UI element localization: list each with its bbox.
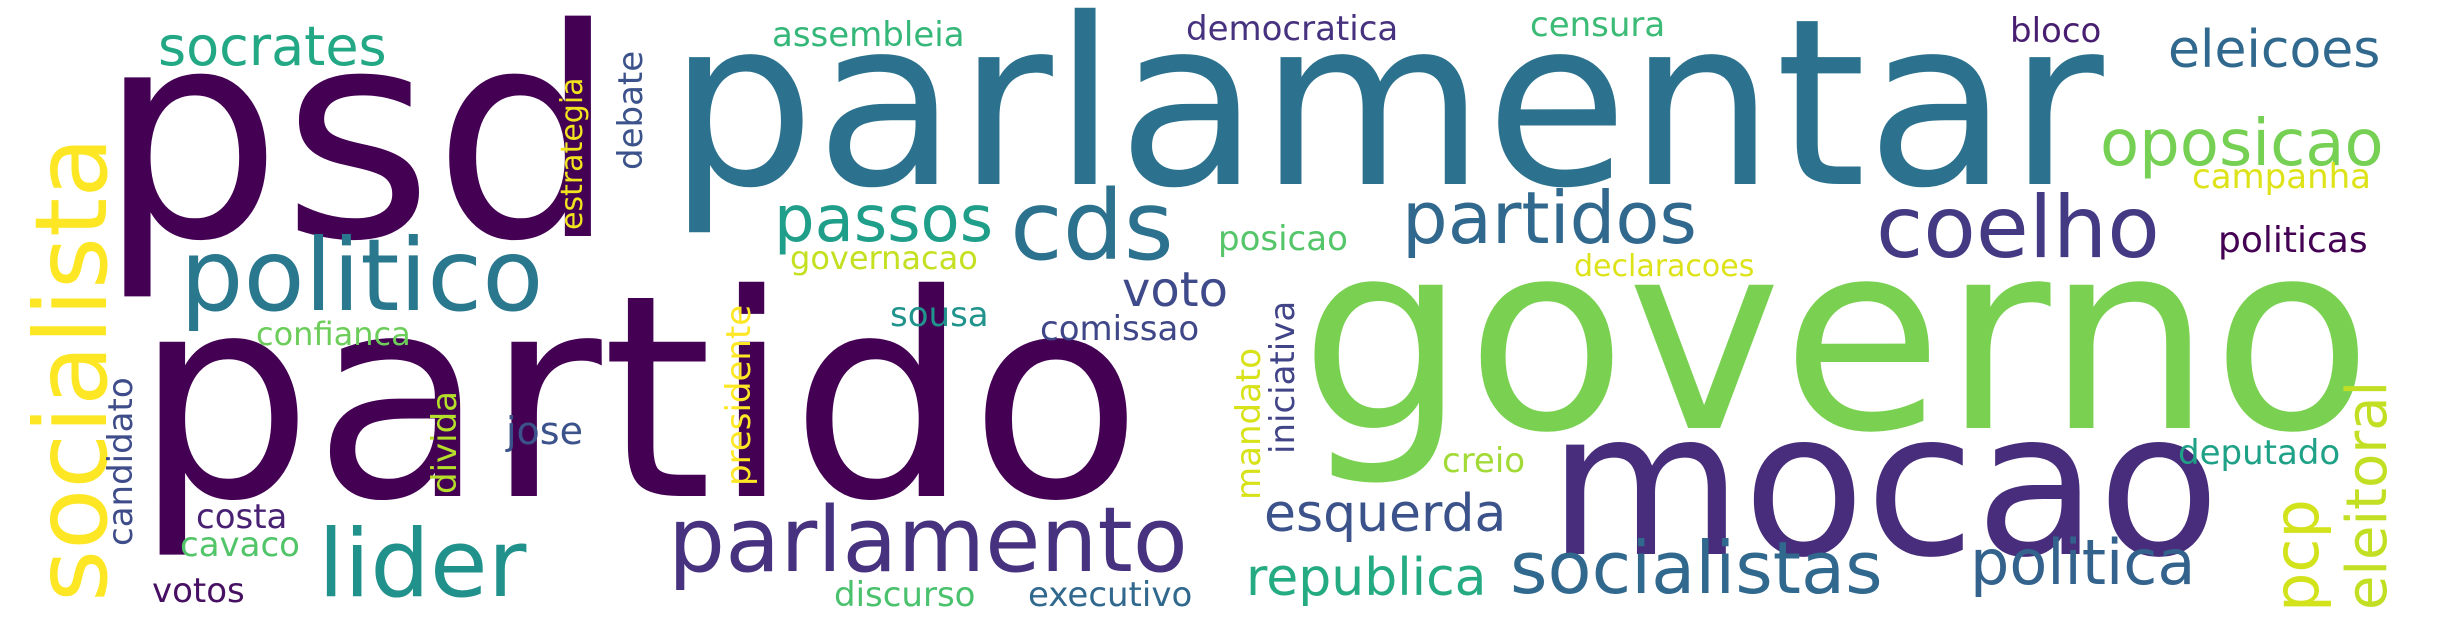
word-jose: jose — [506, 409, 583, 453]
word-discurso: discurso — [834, 575, 976, 615]
word-posicao: posicao — [1218, 219, 1348, 259]
word-esquerda: esquerda — [1264, 484, 1507, 544]
word-divida: divida — [425, 390, 465, 494]
word-costa: costa — [196, 497, 288, 537]
word-socialistas: socialistas — [1510, 526, 1883, 610]
word-lider: lider — [318, 510, 527, 619]
word-votos: votos — [152, 571, 245, 611]
word-creio: creio — [1442, 441, 1526, 481]
word-sousa: sousa — [890, 295, 989, 335]
word-politica: politica — [1970, 526, 2196, 599]
word-parlamento: parlamento — [668, 488, 1188, 593]
word-socrates: socrates — [158, 15, 387, 78]
word-deputado: deputado — [2178, 433, 2341, 473]
word-cds: cds — [1010, 170, 1174, 282]
word-governo: governo — [1300, 185, 2373, 490]
word-eleitoral: eleitoral — [2335, 380, 2400, 610]
word-partido: partido — [134, 234, 1143, 563]
word-debate: debate — [611, 50, 651, 170]
word-democratica: democratica — [1186, 9, 1399, 49]
word-passos: passos — [774, 183, 994, 257]
word-parlamentar: parlamentar — [668, 0, 2104, 239]
word-governacao: governacao — [790, 239, 978, 277]
word-presidente: presidente — [719, 304, 759, 486]
word-executivo: executivo — [1028, 575, 1193, 615]
word-voto: voto — [1122, 262, 1228, 318]
word-psd: psd — [98, 0, 618, 305]
word-politico: politico — [180, 217, 544, 334]
word-partidos: partidos — [1402, 176, 1697, 260]
word-assembleia: assembleia — [772, 15, 965, 55]
word-politicas: politicas — [2218, 220, 2368, 261]
word-mandato: mandato — [1229, 347, 1269, 500]
word-iniciativa: iniciativa — [1263, 300, 1303, 454]
word-comissao: comissao — [1040, 309, 1200, 349]
word-candidato: candidato — [101, 377, 141, 546]
word-declaracoes: declaracoes — [1574, 249, 1755, 284]
word-republica: republica — [1246, 548, 1487, 608]
word-censura: censura — [1530, 5, 1666, 45]
word-oposicao: oposicao — [2100, 107, 2384, 181]
word-bloco: bloco — [2010, 11, 2102, 51]
word-eleicoes: eleicoes — [2168, 20, 2381, 80]
word-estrategia: estrategia — [555, 77, 590, 230]
word-coelho: coelho — [1876, 178, 2160, 278]
word-mocao: mocao — [1548, 369, 2221, 602]
word-cavaco: cavaco — [180, 525, 300, 565]
word-pcp: pcp — [2260, 499, 2333, 612]
word-campanha: campanha — [2192, 157, 2371, 197]
word-confianca: confianca — [256, 315, 411, 353]
